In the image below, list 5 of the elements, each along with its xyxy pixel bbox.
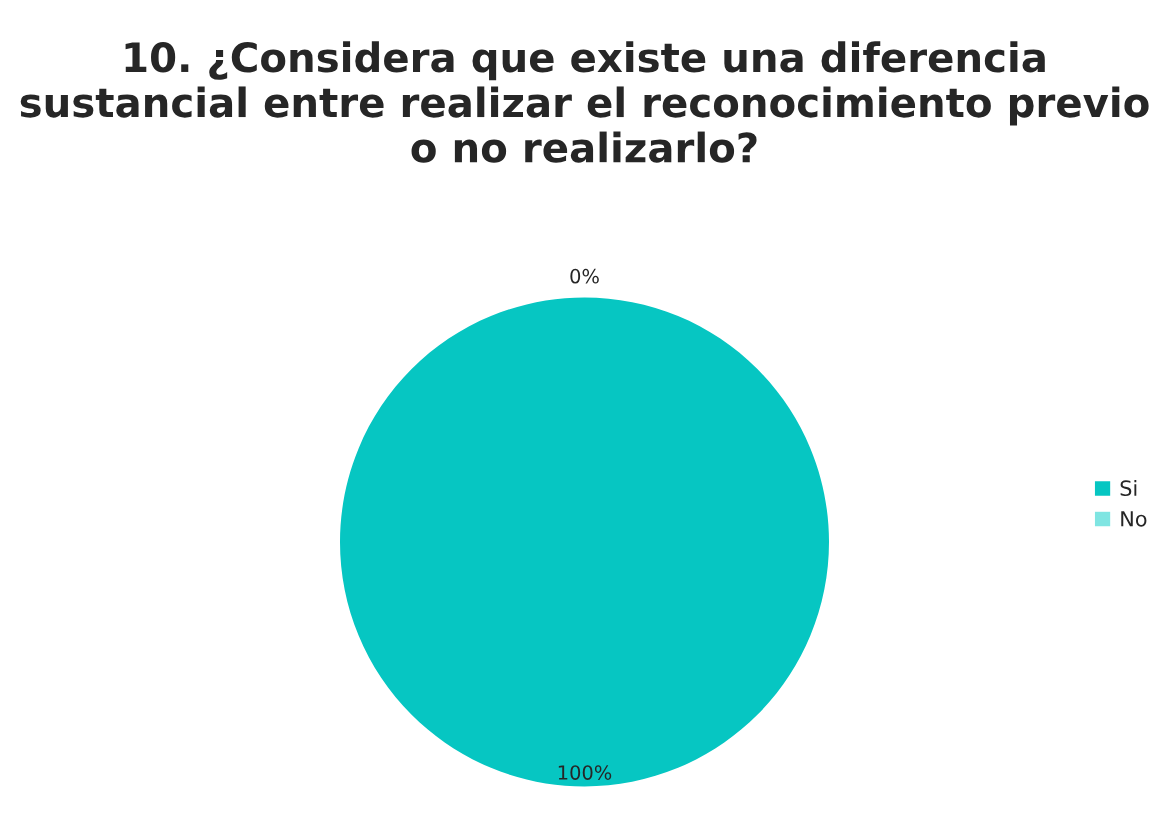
legend-label: No xyxy=(1121,511,1147,527)
legend-label: Si xyxy=(1120,479,1137,497)
text: 0% xyxy=(570,268,599,284)
chart-title: 10. ¿Considera que existe una diferencia sustancial entre realizar el reconocimiento previo o no realizarlo? xyxy=(20,41,1149,163)
data-label: 100% xyxy=(558,765,612,780)
